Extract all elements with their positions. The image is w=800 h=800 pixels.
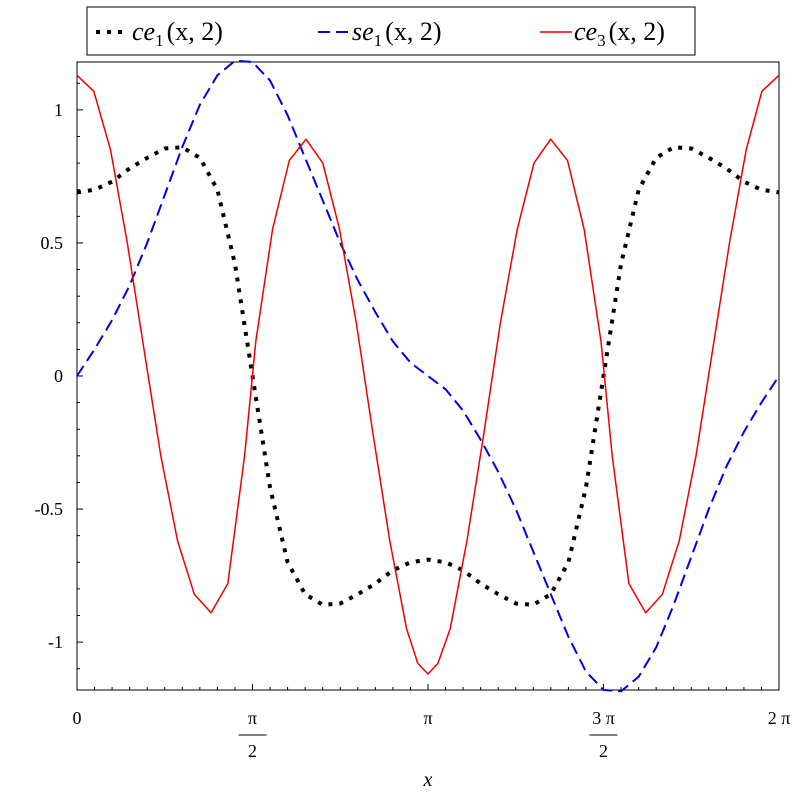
x-tick-label-denominator: 2	[248, 741, 257, 761]
series-group	[76, 59, 780, 693]
x-tick-label-numerator: 3 π	[592, 708, 615, 728]
x-axis-title: x	[423, 769, 433, 791]
series-line-ce3	[76, 74, 780, 675]
legend-box	[86, 6, 696, 56]
series-line-se1	[76, 59, 780, 693]
y-tick-label: 0.5	[41, 233, 64, 253]
legend: ce1 (x, 2) se1 (x, 2) ce3 (x, 2)	[86, 6, 696, 56]
x-tick-label: 2 π	[768, 708, 791, 728]
y-tick-label: 0	[54, 366, 63, 386]
axis-ticks	[76, 82, 780, 690]
legend-label-se1: se1 (x, 2)	[352, 17, 442, 50]
tick-labels: 1 0.5 0 -0.5 -1 0 π 2 π 3 π 2 2 π	[35, 100, 791, 761]
x-tick-label-numerator: π	[248, 708, 257, 728]
plot-frame	[76, 61, 780, 691]
y-tick-label: -1	[48, 632, 63, 652]
y-tick-label: -0.5	[35, 499, 64, 519]
x-tick-label: 0	[73, 708, 82, 728]
legend-label-ce1: ce1 (x, 2)	[132, 17, 223, 50]
y-tick-label: 1	[54, 100, 63, 120]
series-line-ce1	[76, 145, 780, 607]
legend-label-ce3: ce3 (x, 2)	[574, 17, 665, 50]
x-tick-label-denominator: 2	[599, 741, 608, 761]
x-tick-label: π	[423, 708, 432, 728]
